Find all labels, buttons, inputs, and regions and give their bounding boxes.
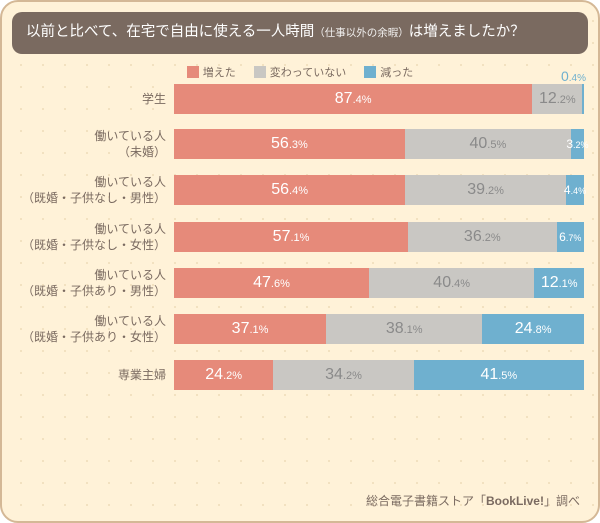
stacked-bar: 87.4% 12.2% [174, 84, 584, 114]
segment-unchanged: 39.2% [405, 175, 566, 205]
segment-increased: 24.2% [174, 360, 273, 390]
survey-card: 以前と比べて、在宅で自由に使える一人時間（仕事以外の余暇）は増えましたか？ 増え… [0, 0, 600, 523]
segment-value-unchanged: 39.2% [467, 181, 504, 199]
stacked-bar: 24.2% 34.2% 41.5% [174, 360, 584, 390]
segment-value-decreased: 0.4% [561, 68, 586, 84]
chart-row: 働いている人（既婚・子供あり・男性） 47.6% 40.4% 12.1% [16, 267, 584, 299]
header-sub: （仕事以外の余暇） [314, 27, 409, 39]
row-label: 学生 [16, 91, 174, 107]
stacked-bar: 47.6% 40.4% 12.1% [174, 268, 584, 298]
segment-decreased: 4.4% [566, 175, 584, 205]
segment-decreased [582, 84, 584, 114]
chart-row: 働いている人（既婚・子供なし・女性） 57.1% 36.2% 6.7% [16, 221, 584, 253]
footer-prefix: 総合電子書籍ストア「 [366, 494, 486, 508]
segment-value-increased: 57.1% [273, 228, 310, 246]
legend-swatch-decreased [364, 66, 376, 78]
chart-row: 働いている人（既婚・子供あり・女性） 37.1% 38.1% 24.8% [16, 313, 584, 345]
bar-wrap: 0.4%87.4%12.2% [174, 84, 584, 114]
bar-wrap: 57.1% 36.2% 6.7% [174, 222, 584, 252]
legend-item-increased: 増えた [187, 64, 236, 80]
segment-increased: 56.4% [174, 175, 405, 205]
stacked-bar: 56.3% 40.5% 3.2% [174, 129, 584, 159]
segment-value-decreased: 41.5% [480, 366, 517, 384]
segment-increased: 47.6% [174, 268, 369, 298]
legend-label-unchanged: 変わっていない [270, 64, 346, 80]
stacked-bar: 56.4% 39.2% 4.4% [174, 175, 584, 205]
segment-decreased: 3.2% [571, 129, 584, 159]
segment-increased: 87.4% [174, 84, 532, 114]
segment-decreased: 24.8% [482, 314, 584, 344]
legend-swatch-unchanged [254, 66, 266, 78]
legend-label-decreased: 減った [380, 64, 413, 80]
segment-value-unchanged: 12.2% [539, 90, 576, 108]
segment-unchanged: 40.5% [405, 129, 571, 159]
stacked-bar: 57.1% 36.2% 6.7% [174, 222, 584, 252]
segment-value-increased: 56.4% [271, 181, 308, 199]
row-label: 働いている人（既婚・子供なし・男性） [16, 174, 174, 206]
segment-value-decreased: 4.4% [564, 183, 586, 197]
segment-decreased: 6.7% [557, 222, 584, 252]
bar-wrap: 56.3% 40.5% 3.2% [174, 129, 584, 159]
segment-unchanged: 38.1% [326, 314, 482, 344]
legend: 増えた 変わっていない 減った [2, 64, 598, 80]
segment-value-decreased: 3.2% [566, 137, 588, 151]
chart-row: 働いている人（未婚） 56.3% 40.5% 3.2% [16, 128, 584, 160]
header-text-after: は増えましたか？ [409, 24, 525, 40]
segment-unchanged: 12.2% [532, 84, 582, 114]
segment-value-decreased: 6.7% [559, 230, 581, 244]
segment-value-unchanged: 34.2% [325, 366, 362, 384]
segment-value-increased: 47.6% [253, 274, 290, 292]
chart-row: 働いている人（既婚・子供なし・男性） 56.4% 39.2% 4.4% [16, 174, 584, 206]
segment-unchanged: 36.2% [408, 222, 556, 252]
bar-wrap: 24.2% 34.2% 41.5% [174, 360, 584, 390]
header-text-before: 以前と比べて、在宅で自由に使える一人時間 [26, 24, 314, 40]
segment-unchanged: 34.2% [273, 360, 413, 390]
segment-decreased: 41.5% [414, 360, 584, 390]
bar-wrap: 47.6% 40.4% 12.1% [174, 268, 584, 298]
row-label: 働いている人（既婚・子供あり・男性） [16, 267, 174, 299]
segment-increased: 37.1% [174, 314, 326, 344]
legend-label-increased: 増えた [203, 64, 236, 80]
segment-increased: 57.1% [174, 222, 408, 252]
footer-suffix: 」調べ [544, 494, 580, 508]
segment-value-decreased: 24.8% [515, 320, 552, 338]
row-label: 働いている人（既婚・子供あり・女性） [16, 313, 174, 345]
bar-wrap: 37.1% 38.1% 24.8% [174, 314, 584, 344]
bar-wrap: 56.4% 39.2% 4.4% [174, 175, 584, 205]
legend-swatch-increased [187, 66, 199, 78]
legend-item-decreased: 減った [364, 64, 413, 80]
segment-unchanged: 40.4% [369, 268, 534, 298]
row-label: 働いている人（既婚・子供なし・女性） [16, 221, 174, 253]
segment-increased: 56.3% [174, 129, 405, 159]
segment-decreased: 12.1% [534, 268, 584, 298]
segment-value-unchanged: 38.1% [386, 320, 423, 338]
segment-value-unchanged: 36.2% [464, 228, 501, 246]
segment-value-increased: 37.1% [232, 320, 269, 338]
question-header: 以前と比べて、在宅で自由に使える一人時間（仕事以外の余暇）は増えましたか？ [12, 12, 588, 54]
row-label: 専業主婦 [16, 367, 174, 383]
segment-value-increased: 87.4% [335, 90, 372, 108]
chart-rows: 学生0.4%87.4%12.2%働いている人（未婚）56.3%40.5%3.2%… [2, 84, 598, 492]
stacked-bar: 37.1% 38.1% 24.8% [174, 314, 584, 344]
chart-row: 専業主婦 24.2% 34.2% 41.5% [16, 360, 584, 390]
segment-value-unchanged: 40.5% [469, 135, 506, 153]
segment-value-increased: 24.2% [205, 366, 242, 384]
chart-row: 学生0.4%87.4%12.2% [16, 84, 584, 114]
footer-brand: BookLive! [486, 494, 544, 508]
segment-value-increased: 56.3% [271, 135, 308, 153]
footer-credit: 総合電子書籍ストア「BookLive!」調べ [2, 492, 598, 521]
row-label: 働いている人（未婚） [16, 128, 174, 160]
segment-value-unchanged: 40.4% [433, 274, 470, 292]
legend-item-unchanged: 変わっていない [254, 64, 346, 80]
segment-value-decreased: 12.1% [541, 274, 578, 292]
